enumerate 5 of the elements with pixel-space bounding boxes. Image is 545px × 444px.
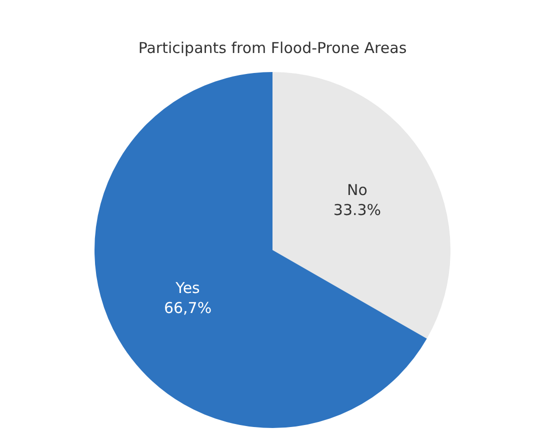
slice-label: No <box>347 180 368 199</box>
chart-title: Participants from Flood-Prone Areas <box>138 38 407 57</box>
data-label: 33.3% <box>333 200 382 219</box>
slice-label: Yes <box>174 278 200 297</box>
data-label: 66,7% <box>164 298 212 317</box>
